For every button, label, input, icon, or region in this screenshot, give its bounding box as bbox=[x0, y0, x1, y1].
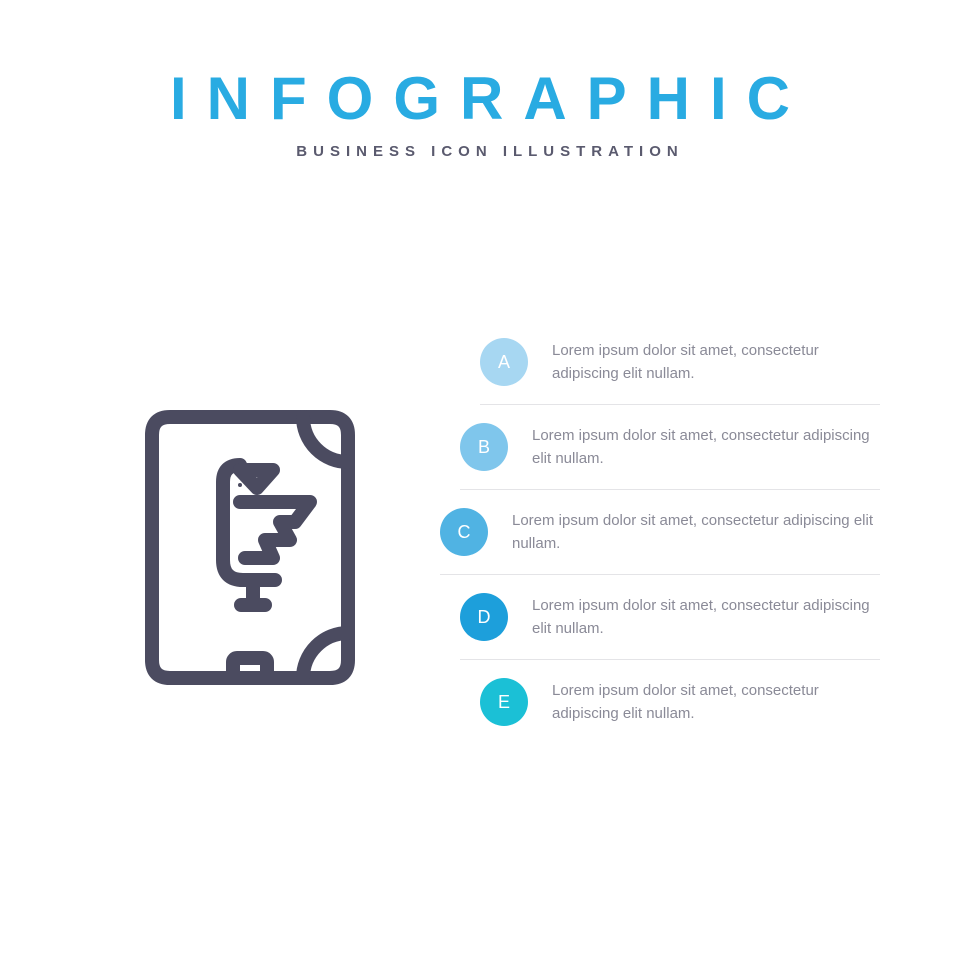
step-text: Lorem ipsum dolor sit amet, consectetur … bbox=[552, 679, 880, 726]
list-item: A Lorem ipsum dolor sit amet, consectetu… bbox=[480, 320, 880, 405]
content-area: A Lorem ipsum dolor sit amet, consectetu… bbox=[0, 320, 980, 880]
page-subtitle: BUSINESS ICON ILLUSTRATION bbox=[0, 143, 980, 160]
step-badge-b: B bbox=[460, 423, 508, 471]
list-item: C Lorem ipsum dolor sit amet, consectetu… bbox=[440, 490, 880, 575]
step-text: Lorem ipsum dolor sit amet, consectetur … bbox=[512, 509, 880, 556]
step-text: Lorem ipsum dolor sit amet, consectetur … bbox=[532, 594, 880, 641]
list-item: E Lorem ipsum dolor sit amet, consectetu… bbox=[480, 660, 880, 744]
bird-book-icon bbox=[145, 410, 355, 685]
list-item: D Lorem ipsum dolor sit amet, consectetu… bbox=[460, 575, 880, 660]
step-text: Lorem ipsum dolor sit amet, consectetur … bbox=[532, 424, 880, 471]
page-title: INFOGRAPHIC bbox=[0, 64, 980, 133]
step-badge-c: C bbox=[440, 508, 488, 556]
header: INFOGRAPHIC BUSINESS ICON ILLUSTRATION bbox=[0, 0, 980, 160]
list-item: B Lorem ipsum dolor sit amet, consectetu… bbox=[460, 405, 880, 490]
steps-list: A Lorem ipsum dolor sit amet, consectetu… bbox=[430, 320, 880, 744]
step-badge-d: D bbox=[460, 593, 508, 641]
main-icon-container bbox=[145, 410, 355, 685]
step-badge-e: E bbox=[480, 678, 528, 726]
step-badge-a: A bbox=[480, 338, 528, 386]
step-text: Lorem ipsum dolor sit amet, consectetur … bbox=[552, 339, 880, 386]
